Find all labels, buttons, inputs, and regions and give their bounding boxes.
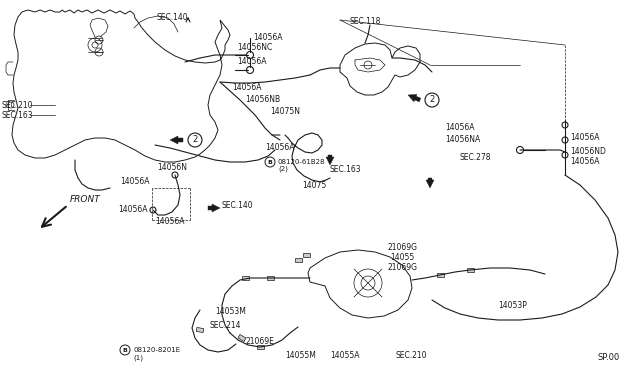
Text: 14056A: 14056A bbox=[253, 33, 282, 42]
Text: 14075: 14075 bbox=[302, 180, 326, 189]
Polygon shape bbox=[238, 334, 246, 341]
Text: SEC.140: SEC.140 bbox=[222, 201, 253, 209]
Text: 14075N: 14075N bbox=[270, 108, 300, 116]
Text: 08120-8201E: 08120-8201E bbox=[133, 347, 180, 353]
Text: 2: 2 bbox=[429, 96, 435, 105]
Polygon shape bbox=[426, 178, 434, 188]
Text: 14053P: 14053P bbox=[498, 301, 527, 310]
Polygon shape bbox=[266, 276, 273, 280]
Text: 21069E: 21069E bbox=[245, 337, 274, 346]
Text: SEC.163: SEC.163 bbox=[2, 110, 34, 119]
Text: 08120-61B28: 08120-61B28 bbox=[278, 159, 326, 165]
Polygon shape bbox=[467, 268, 474, 272]
Text: 14056NC: 14056NC bbox=[237, 44, 272, 52]
Text: 14056NB: 14056NB bbox=[245, 96, 280, 105]
Polygon shape bbox=[326, 155, 334, 165]
Text: 14056ND: 14056ND bbox=[570, 148, 606, 157]
Polygon shape bbox=[241, 276, 248, 280]
Text: B: B bbox=[123, 347, 127, 353]
Polygon shape bbox=[208, 204, 220, 212]
Text: 14056N: 14056N bbox=[157, 164, 187, 173]
Text: 21069G: 21069G bbox=[388, 244, 418, 253]
Polygon shape bbox=[170, 136, 183, 144]
Text: SEC.210: SEC.210 bbox=[2, 100, 33, 109]
Polygon shape bbox=[408, 94, 420, 102]
Text: 14056A: 14056A bbox=[445, 124, 474, 132]
Text: 14056NA: 14056NA bbox=[445, 135, 480, 144]
Circle shape bbox=[120, 345, 130, 355]
Text: 14056A: 14056A bbox=[570, 134, 600, 142]
Text: 14056A: 14056A bbox=[155, 218, 184, 227]
Text: SEC.214: SEC.214 bbox=[210, 321, 241, 330]
Text: (1): (1) bbox=[133, 355, 143, 361]
Text: SEC.210: SEC.210 bbox=[395, 350, 426, 359]
Circle shape bbox=[425, 93, 439, 107]
Polygon shape bbox=[257, 345, 264, 349]
Text: 14056A: 14056A bbox=[120, 177, 150, 186]
Text: FRONT: FRONT bbox=[70, 196, 100, 205]
Text: SEC.163: SEC.163 bbox=[330, 166, 362, 174]
Polygon shape bbox=[436, 273, 444, 277]
Text: SP.00: SP.00 bbox=[598, 353, 620, 362]
Text: (2): (2) bbox=[278, 166, 288, 172]
Text: 14056A: 14056A bbox=[232, 83, 262, 93]
Text: 14056A: 14056A bbox=[265, 144, 294, 153]
Text: 14055: 14055 bbox=[390, 253, 414, 263]
Text: 2: 2 bbox=[193, 135, 198, 144]
Text: SEC.278: SEC.278 bbox=[460, 154, 492, 163]
Text: 21069G: 21069G bbox=[388, 263, 418, 273]
Text: B: B bbox=[268, 160, 273, 164]
Text: 14055A: 14055A bbox=[330, 350, 360, 359]
Text: 14056A: 14056A bbox=[118, 205, 147, 215]
Polygon shape bbox=[196, 327, 204, 333]
Text: 14055M: 14055M bbox=[285, 350, 316, 359]
Text: 14053M: 14053M bbox=[215, 308, 246, 317]
Text: SEC.140: SEC.140 bbox=[156, 13, 188, 22]
Text: SEC.118: SEC.118 bbox=[350, 17, 381, 26]
Text: 14056A: 14056A bbox=[570, 157, 600, 167]
Polygon shape bbox=[303, 253, 310, 257]
Circle shape bbox=[265, 157, 275, 167]
Polygon shape bbox=[294, 258, 301, 262]
Text: 14056A: 14056A bbox=[237, 58, 266, 67]
Circle shape bbox=[188, 133, 202, 147]
